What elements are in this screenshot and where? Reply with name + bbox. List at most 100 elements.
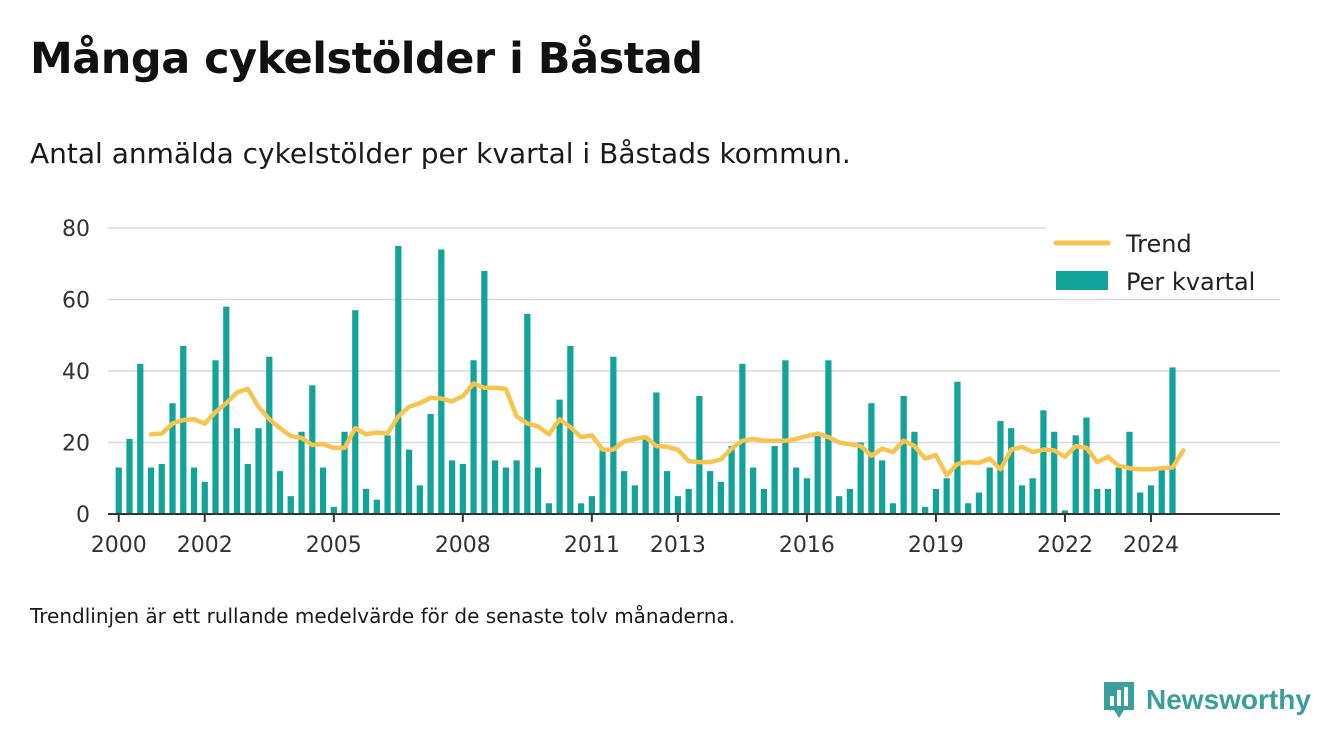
page-title: Många cykelstölder i Båstad — [30, 34, 703, 84]
bar — [319, 467, 327, 514]
bar — [1115, 467, 1122, 514]
bar — [1018, 485, 1026, 514]
bar — [900, 396, 907, 514]
bar — [212, 360, 219, 514]
bar — [588, 496, 595, 515]
bar — [287, 496, 294, 515]
bar — [126, 438, 133, 514]
bar — [545, 503, 552, 514]
bar — [266, 356, 273, 514]
bar — [1040, 410, 1047, 514]
bar — [298, 431, 305, 514]
trend-line — [148, 381, 1186, 478]
x-tick-label: 2024 — [1123, 533, 1179, 558]
bar — [1169, 367, 1176, 514]
bar — [1029, 478, 1036, 514]
bar — [276, 471, 284, 514]
bar — [674, 496, 681, 515]
bar — [1104, 488, 1112, 514]
bar — [524, 313, 531, 514]
bar — [556, 399, 563, 514]
bar — [577, 503, 585, 514]
bar — [352, 310, 359, 514]
newsworthy-logo-icon — [1104, 682, 1134, 718]
bar — [793, 467, 800, 514]
bar — [599, 449, 606, 514]
bar — [610, 356, 617, 514]
bar — [642, 438, 649, 514]
bar — [1061, 510, 1069, 514]
bar — [1158, 467, 1165, 514]
y-tick-label: 60 — [62, 289, 90, 314]
bar — [975, 492, 983, 514]
bar — [137, 363, 144, 514]
bar — [448, 460, 456, 515]
newsworthy-logo: Newsworthy — [1102, 680, 1311, 720]
bar — [362, 488, 370, 514]
bar — [470, 360, 477, 514]
bar — [481, 270, 488, 514]
bar — [653, 392, 660, 514]
legend-trend-label: Trend — [1125, 230, 1192, 258]
y-tick-label: 20 — [62, 432, 90, 457]
bar — [868, 403, 875, 514]
bar — [502, 467, 509, 514]
bar — [782, 360, 789, 514]
bar — [416, 485, 423, 514]
bar — [620, 471, 628, 514]
bar — [707, 471, 714, 514]
bar — [384, 435, 391, 514]
bar — [771, 446, 778, 514]
x-tick-label: 2016 — [779, 533, 835, 558]
x-tick-label: 2019 — [908, 533, 964, 558]
bar — [728, 446, 735, 514]
bar — [685, 488, 692, 514]
bar — [223, 306, 230, 514]
bar — [1137, 492, 1144, 514]
bar — [1147, 485, 1155, 514]
bar — [750, 467, 757, 514]
bar — [438, 249, 445, 514]
bar — [201, 481, 208, 514]
bar — [857, 442, 864, 514]
bar-series — [115, 245, 1176, 515]
bar — [373, 499, 380, 514]
bar — [954, 381, 961, 514]
bar — [922, 506, 929, 514]
bar — [1008, 428, 1015, 514]
bar — [1072, 435, 1079, 514]
chart-subtitle: Antal anmälda cykelstölder per kvartal i… — [30, 137, 851, 170]
bar — [491, 460, 499, 515]
bar — [309, 385, 316, 514]
bar — [405, 449, 413, 514]
legend-bar-swatch — [1056, 271, 1108, 290]
x-tick-label: 2005 — [306, 533, 362, 558]
bar — [427, 413, 434, 514]
bar — [395, 245, 402, 515]
bar — [169, 403, 176, 514]
bar — [696, 396, 703, 514]
brand-name: Newsworthy — [1146, 684, 1311, 715]
bar — [180, 345, 187, 514]
legend-bar-label: Per kvartal — [1126, 268, 1255, 296]
bar — [889, 503, 897, 514]
bar — [932, 488, 940, 514]
bar — [836, 496, 843, 515]
bar — [233, 428, 241, 514]
bar — [911, 431, 918, 514]
bar — [631, 485, 638, 514]
y-tick-label: 40 — [62, 360, 90, 385]
trend-series — [148, 381, 1186, 478]
bar — [1051, 431, 1058, 514]
bar — [1094, 488, 1101, 514]
x-tick-label: 2013 — [650, 533, 706, 558]
bar — [244, 463, 251, 514]
bar — [814, 435, 821, 514]
bar — [1083, 417, 1090, 514]
bar — [115, 467, 122, 514]
bar — [513, 460, 520, 515]
axes: 0 20 40 60 80 2000 2002 2005 2008 2011 2013 2016 201… — [62, 217, 1280, 558]
bar — [846, 488, 854, 514]
bar — [879, 460, 886, 515]
bar — [158, 463, 165, 514]
